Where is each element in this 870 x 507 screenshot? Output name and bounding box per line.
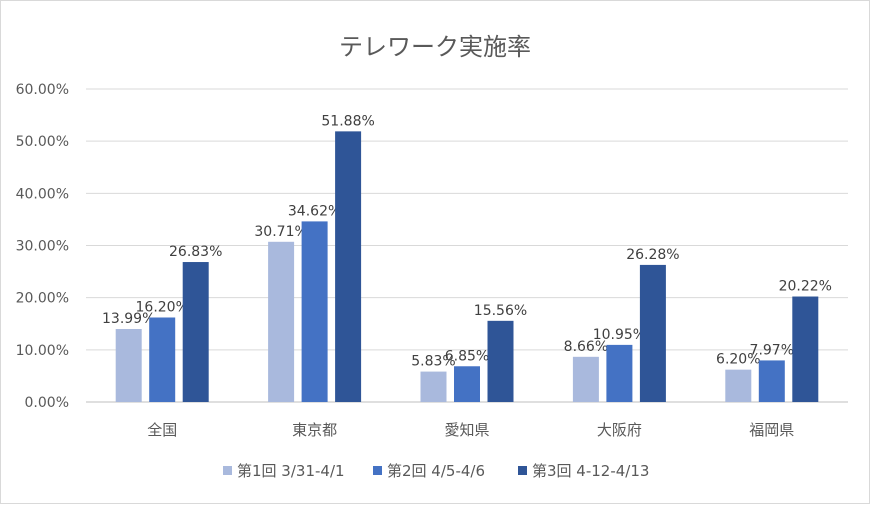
data-label: 20.22% [779,279,832,295]
bar [454,366,480,402]
data-label: 16.20% [136,299,189,315]
data-label: 51.88% [321,113,374,129]
data-label: 13.99% [102,311,155,327]
bar [301,221,328,402]
legend-label: 第1回 3/31-4/1 [237,462,345,480]
bar [182,262,209,402]
legend-swatch [223,466,232,475]
bar [725,369,752,402]
data-label: 8.66% [564,339,608,355]
data-label: 5.83% [411,354,455,370]
data-label: 7.97% [750,342,794,358]
data-label: 10.95% [593,327,646,343]
x-tick-label: 全国 [147,421,177,439]
y-tick-label: 50.00% [16,134,69,150]
y-tick-label: 40.00% [16,186,69,202]
bar [335,131,362,403]
x-tick-label: 東京都 [292,421,337,439]
x-tick-label: 大阪府 [597,421,642,439]
bar [420,371,447,402]
y-tick-label: 0.00% [25,395,69,411]
bar [792,296,819,402]
bar [639,264,666,402]
data-label: 26.28% [626,247,679,263]
data-label: 6.85% [445,348,489,364]
bar [487,320,514,402]
legend-swatch [518,466,527,475]
bar [572,356,599,402]
bar [758,360,785,402]
data-label: 30.71% [254,224,307,240]
chart-title: テレワーク実施率 [339,33,531,61]
bar [149,317,176,402]
legend-swatch [373,466,382,475]
data-label: 6.20% [716,352,760,368]
data-label: 15.56% [474,303,527,319]
y-tick-label: 60.00% [16,82,69,98]
y-tick-label: 30.00% [16,239,69,255]
x-tick-label: 福岡県 [749,421,794,439]
legend-label: 第3回 4-12-4/13 [532,462,649,480]
bar [115,329,142,402]
y-tick-label: 20.00% [16,291,69,307]
bar [606,344,633,402]
bar [268,241,295,402]
y-tick-label: 10.00% [16,343,69,359]
data-label: 34.62% [288,203,341,219]
x-tick-label: 愛知県 [444,421,489,439]
legend-label: 第2回 4/5-4/6 [387,462,485,480]
data-label: 26.83% [169,244,222,260]
